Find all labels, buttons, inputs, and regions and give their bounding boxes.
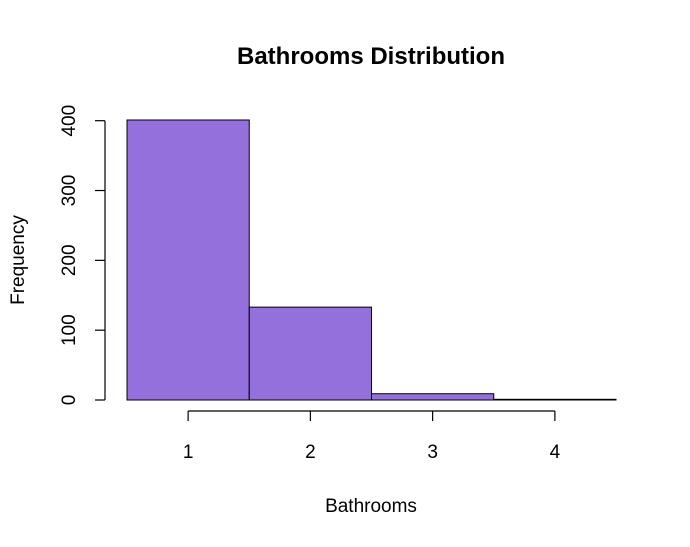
y-tick-label: 300 bbox=[59, 175, 80, 207]
x-tick-label: 1 bbox=[183, 442, 194, 463]
y-axis: 0 100 200 300 400 bbox=[59, 105, 106, 406]
x-tick-label: 2 bbox=[305, 442, 316, 463]
x-axis-label: Bathrooms bbox=[325, 496, 417, 517]
x-axis: 1 2 3 4 bbox=[183, 410, 561, 463]
x-tick-label: 3 bbox=[427, 442, 438, 463]
y-axis-label: Frequency bbox=[8, 215, 29, 305]
y-tick-label: 200 bbox=[59, 244, 80, 276]
bar-1 bbox=[126, 119, 250, 401]
bar-4 bbox=[493, 398, 617, 401]
y-tick-label: 400 bbox=[59, 105, 80, 137]
bar-3 bbox=[371, 393, 495, 401]
chart-title: Bathrooms Distribution bbox=[237, 43, 505, 70]
x-tick-label: 4 bbox=[550, 442, 561, 463]
bar-2 bbox=[248, 306, 372, 401]
y-tick-label: 100 bbox=[59, 314, 80, 346]
bars-group bbox=[126, 119, 617, 401]
y-tick-label: 0 bbox=[59, 395, 80, 406]
